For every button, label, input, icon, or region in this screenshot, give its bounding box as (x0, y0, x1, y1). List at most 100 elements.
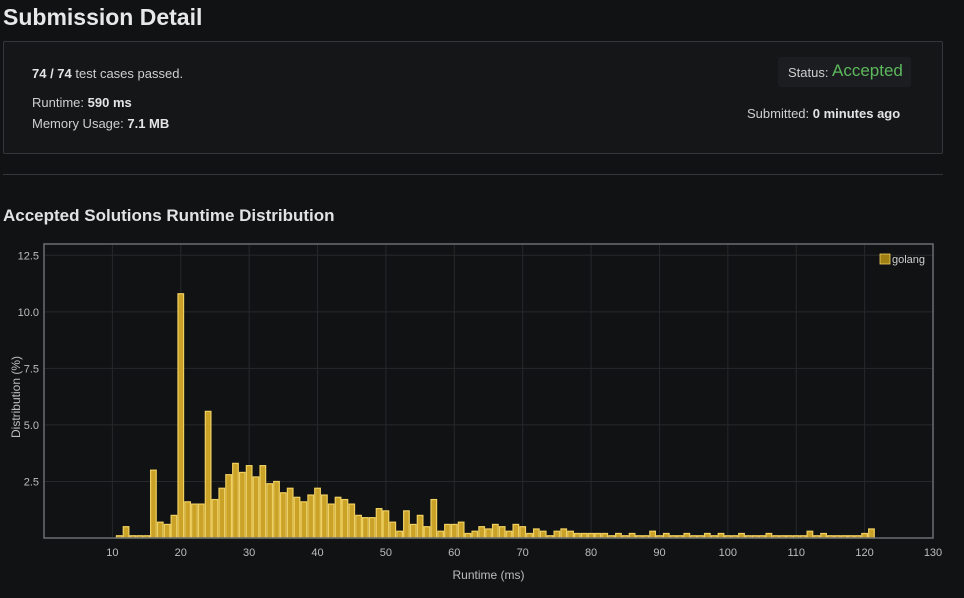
x-tick-label: 100 (719, 547, 737, 559)
memory-label: Memory Usage: (32, 116, 124, 131)
memory-value: 7.1 MB (127, 116, 170, 131)
distribution-bar[interactable] (150, 469, 157, 539)
distribution-bar[interactable] (362, 517, 369, 539)
chart-legend[interactable]: golang (879, 253, 925, 266)
distribution-bar[interactable] (403, 510, 410, 539)
distribution-bar[interactable] (279, 492, 287, 539)
distribution-bar[interactable] (416, 514, 424, 539)
distribution-bar[interactable] (649, 530, 657, 539)
distribution-bar[interactable] (245, 465, 253, 539)
distribution-bar[interactable] (156, 521, 164, 539)
distribution-bar[interactable] (532, 528, 540, 539)
runtime-label: Runtime: (32, 95, 85, 110)
distribution-bar[interactable] (382, 510, 390, 539)
distribution-bar[interactable] (341, 498, 349, 539)
distribution-bar[interactable] (512, 523, 520, 539)
distribution-bar[interactable] (567, 530, 574, 539)
status-value: Accepted (832, 61, 903, 80)
submitted-value: 0 minutes ago (812, 106, 901, 121)
page-title: Submission Detail (3, 4, 203, 30)
distribution-bar[interactable] (409, 523, 417, 539)
submitted-label: Submitted: (747, 106, 810, 121)
distribution-bar[interactable] (163, 523, 171, 539)
runtime-value: 590 ms (87, 95, 132, 110)
distribution-bar[interactable] (334, 496, 342, 539)
y-tick-label: 12.5 (18, 250, 39, 262)
test-cases-count: 74 / 74 (32, 66, 72, 81)
status-badge: Status: Accepted (778, 57, 911, 87)
distribution-bar[interactable] (437, 530, 445, 539)
distribution-bar[interactable] (314, 487, 321, 539)
section-title: Accepted Solutions Runtime Distribution (3, 206, 335, 225)
x-tick-label: 90 (653, 547, 665, 559)
test-cases-line: 74 / 74 test cases passed. (32, 66, 183, 81)
distribution-bar[interactable] (423, 526, 431, 539)
x-tick-label: 20 (175, 547, 187, 559)
y-tick-label: 7.5 (24, 363, 39, 375)
distribution-bar[interactable] (327, 503, 335, 539)
distribution-bar[interactable] (519, 526, 527, 539)
distribution-bar[interactable] (505, 530, 513, 539)
distribution-bar[interactable] (868, 528, 875, 539)
distribution-bar[interactable] (225, 474, 233, 539)
distribution-bar[interactable] (485, 528, 492, 539)
x-tick-label: 50 (380, 547, 392, 559)
x-tick-label: 110 (787, 547, 805, 559)
x-tick-label: 60 (448, 547, 460, 559)
distribution-bar[interactable] (300, 501, 308, 539)
y-tick-label: 5.0 (24, 420, 39, 432)
distribution-bar[interactable] (204, 410, 212, 539)
distribution-bar[interactable] (471, 530, 479, 539)
distribution-bar[interactable] (238, 471, 246, 539)
distribution-bar[interactable] (553, 530, 561, 539)
distribution-bar[interactable] (252, 476, 260, 539)
distribution-bar[interactable] (539, 530, 547, 539)
legend-label-golang: golang (892, 254, 925, 266)
distribution-bar[interactable] (259, 465, 267, 539)
x-tick-label: 70 (517, 547, 529, 559)
distribution-bar[interactable] (266, 483, 274, 539)
distribution-bar[interactable] (218, 487, 226, 539)
distribution-bar[interactable] (184, 501, 192, 539)
distribution-bar[interactable] (211, 498, 219, 539)
distribution-bar[interactable] (122, 526, 130, 539)
distribution-bar[interactable] (457, 521, 465, 539)
distribution-bar[interactable] (348, 503, 356, 539)
distribution-bar[interactable] (177, 293, 185, 539)
distribution-bar[interactable] (389, 521, 397, 539)
distribution-bar[interactable] (273, 480, 280, 539)
distribution-bar[interactable] (375, 508, 383, 539)
distribution-bar[interactable] (450, 523, 458, 539)
distribution-bar[interactable] (444, 523, 451, 539)
chart-ticks: 10 20 30 40 50 60 70 80 90 100 110 120 130 2.5 5.0 7.5 1… (18, 250, 943, 559)
distribution-bar[interactable] (293, 496, 301, 539)
distribution-bar[interactable] (368, 517, 376, 539)
distribution-bar[interactable] (491, 523, 499, 539)
distribution-bar[interactable] (355, 514, 362, 539)
distribution-bar[interactable] (498, 526, 506, 539)
distribution-bar[interactable] (320, 494, 328, 539)
y-tick-label: 2.5 (24, 476, 39, 488)
distribution-bar[interactable] (806, 530, 814, 539)
x-tick-label: 80 (585, 547, 597, 559)
distribution-bar[interactable] (191, 503, 198, 539)
chart-grid (44, 244, 934, 538)
x-tick-label: 30 (243, 547, 255, 559)
y-tick-label: 10.0 (18, 307, 39, 319)
x-axis-label: Runtime (ms) (452, 568, 524, 582)
distribution-bar[interactable] (286, 487, 294, 539)
submitted-line: Submitted: 0 minutes ago (747, 106, 900, 121)
distribution-bar[interactable] (307, 494, 315, 539)
distribution-bar[interactable] (396, 530, 404, 539)
x-tick-label: 120 (855, 547, 873, 559)
distribution-bar[interactable] (430, 498, 438, 539)
chart-bars[interactable] (115, 293, 875, 539)
distribution-bar[interactable] (197, 503, 205, 539)
distribution-bar[interactable] (232, 462, 239, 539)
distribution-bar[interactable] (478, 526, 486, 539)
distribution-bar[interactable] (170, 514, 178, 539)
x-tick-label: 130 (924, 547, 942, 559)
status-label: Status: (788, 65, 829, 80)
distribution-bar[interactable] (560, 528, 568, 539)
plot-area-border (43, 243, 934, 539)
